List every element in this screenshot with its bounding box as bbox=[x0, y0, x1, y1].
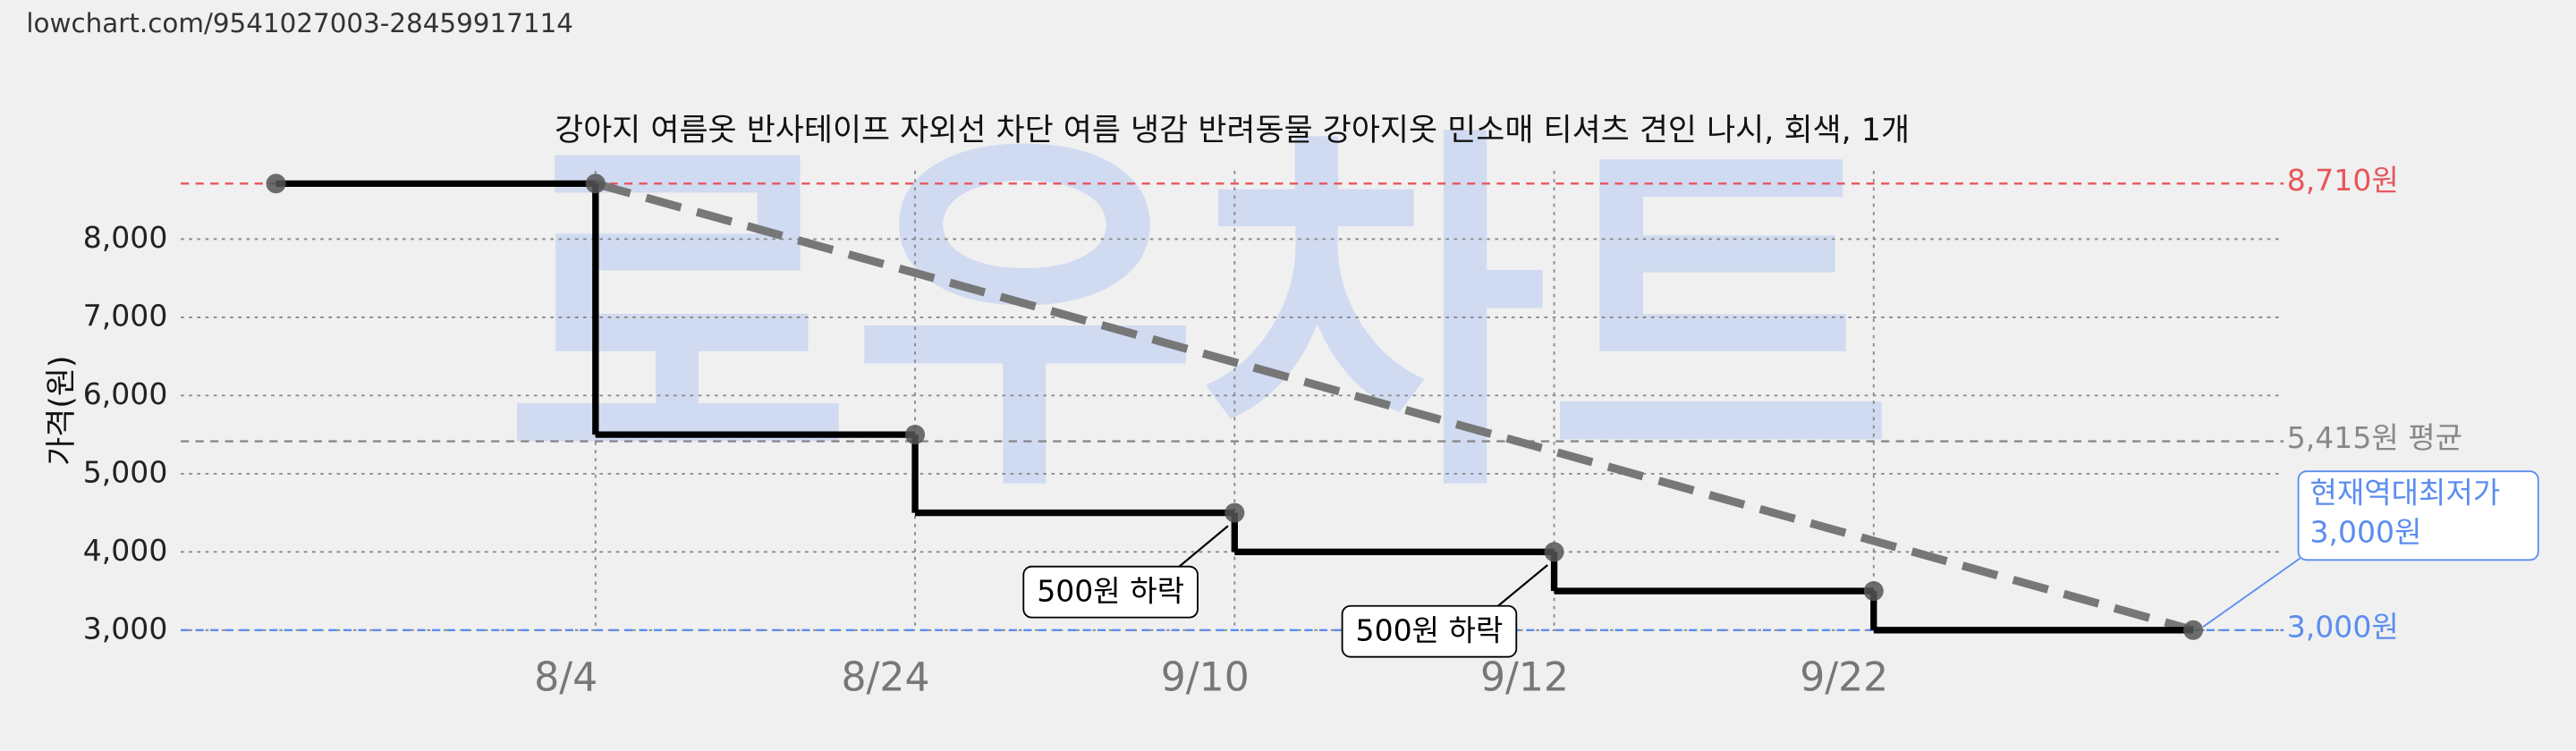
annotation-box bbox=[1341, 604, 1518, 658]
chart-title: 강아지 여름옷 반사테이프 자외선 차단 여름 냉감 반려동물 강아지옷 민소매… bbox=[555, 113, 1910, 148]
callout-text: 현재역대최저가 bbox=[2309, 475, 2500, 510]
annotation-text: 500원 하락 bbox=[1037, 574, 1184, 609]
callout-box bbox=[2297, 470, 2539, 561]
x-tick-label: 9/22 bbox=[1800, 654, 1888, 700]
annotation-arrow bbox=[1489, 564, 1548, 613]
annotation-box bbox=[1022, 565, 1199, 619]
x-tick-label: 9/12 bbox=[1480, 654, 1569, 700]
point bbox=[905, 425, 926, 445]
reference-label: 5,415원 평균 bbox=[2287, 420, 2462, 455]
y-tick-label: 6,000 bbox=[83, 376, 168, 411]
reference-label: 3,000원 bbox=[2287, 609, 2399, 644]
annotation-text: 500원 하락 bbox=[1356, 613, 1504, 648]
y-tick-label: 5,000 bbox=[83, 454, 168, 489]
point bbox=[2183, 620, 2204, 640]
watermark: 로우차트 bbox=[504, 97, 1895, 537]
y-axis-label: 가격(원) bbox=[44, 355, 80, 465]
y-tick-label: 3,000 bbox=[83, 611, 168, 646]
url: lowchart.com/9541027003-28459917114 bbox=[26, 8, 573, 38]
point bbox=[585, 173, 606, 194]
callout-text: 3,000원 bbox=[2309, 514, 2421, 549]
point bbox=[1544, 542, 1564, 562]
point bbox=[1224, 502, 1245, 523]
y-tick-label: 4,000 bbox=[83, 533, 168, 568]
x-tick-label: 8/24 bbox=[842, 654, 930, 700]
point bbox=[266, 173, 286, 194]
trend-line bbox=[594, 179, 2195, 635]
y-tick-label: 7,000 bbox=[83, 298, 168, 333]
x-tick-label: 8/4 bbox=[534, 654, 597, 700]
x-tick-label: 9/10 bbox=[1161, 654, 1250, 700]
reference-label: 8,710원 bbox=[2287, 163, 2399, 198]
y-tick-label: 8,000 bbox=[83, 220, 168, 255]
point bbox=[1863, 581, 1884, 602]
callout-arrow bbox=[2202, 557, 2301, 628]
annotation-arrow bbox=[1170, 525, 1229, 574]
